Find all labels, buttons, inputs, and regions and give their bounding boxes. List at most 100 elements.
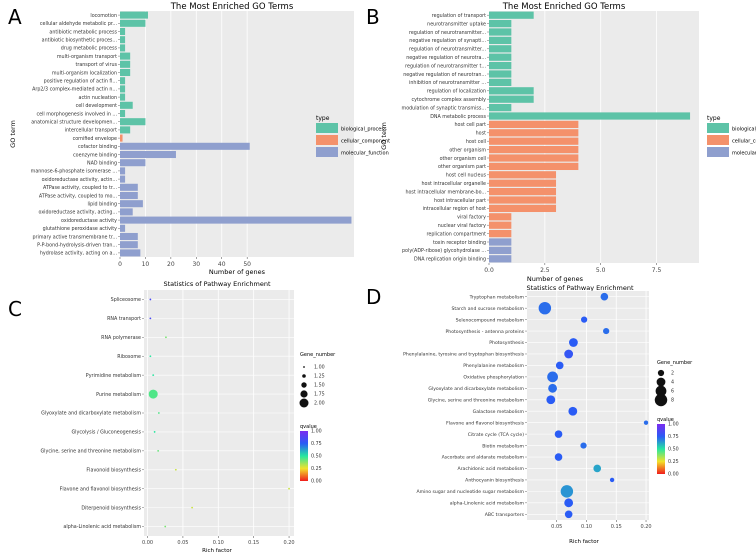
y-tick-label: DNA replication origin binding (414, 257, 486, 263)
bar-molecular_function (120, 167, 126, 175)
bar-biological_process (120, 68, 131, 77)
y-tick-label: transport of virus (75, 62, 117, 68)
y-tick-label: other organism part (438, 164, 486, 170)
qvalue-tick-label: 0.00 (668, 472, 679, 478)
bar-cellular_component (489, 196, 557, 204)
y-tick-label: hydrolase activity, acting on a... (40, 251, 117, 257)
data-point (546, 395, 556, 405)
data-point (157, 412, 160, 414)
bar-biological_process (489, 78, 512, 87)
bar-biological_process (120, 118, 146, 126)
y-tick-label: Ascorbate and aldarate metabolism (442, 455, 525, 461)
size-legend-label: 4 (671, 380, 674, 386)
y-tick-label: multi-organism localization (52, 70, 117, 76)
bar-biological_process (120, 60, 131, 68)
bar-biological_process (120, 101, 133, 109)
y-tick-label: Glyoxylate and dicarboxylate metabolism (428, 386, 524, 392)
panel-a-legend-mf: molecular_function (341, 151, 389, 157)
bar-biological_process (489, 45, 512, 53)
y-tick-label: Oxidative phosphorylation (463, 375, 524, 381)
panel-b-legend-mf: molecular_function (732, 151, 756, 157)
y-tick-label: cornified envelope (73, 136, 117, 142)
y-tick-label: Photosynthesis - antenna proteins (446, 329, 525, 335)
bar-molecular_function (120, 241, 138, 249)
size-legend-label: 1.75 (314, 392, 325, 398)
data-point (165, 336, 167, 339)
y-tick-label: toxin receptor binding (433, 240, 486, 246)
panel-a-legend-bp: biological_process (341, 127, 387, 133)
bar-molecular_function (120, 150, 176, 159)
x-tick-label: 5.0 (596, 267, 606, 274)
y-tick-label: poly(ADP-ribose) glycohydrolase ... (402, 248, 486, 254)
bar-molecular_function (120, 159, 146, 167)
panel-c-qvalue-colorbar (300, 431, 308, 481)
bar-biological_process (120, 11, 148, 19)
x-tick-label: 0.20 (640, 524, 651, 530)
bar-molecular_function (120, 208, 133, 216)
qvalue-tick-label: 0.50 (668, 447, 679, 453)
y-tick-label: regulation of neurotransmitter... (409, 47, 486, 53)
x-tick-label: 0.00 (142, 540, 153, 546)
data-point (149, 317, 152, 320)
y-tick-label: inhibition of neurotransmitter ... (409, 80, 486, 86)
bar-cellular_component (489, 129, 579, 137)
data-point (548, 383, 557, 393)
size-legend-dot (299, 398, 309, 408)
y-tick-label: Selenocompound metabolism (456, 317, 525, 323)
panel-a-xlabel: Number of genes (209, 268, 266, 276)
size-legend-dot (655, 385, 667, 397)
y-tick-label: Glycine, serine and threonine metabolism (40, 449, 141, 455)
bar-biological_process (489, 87, 534, 95)
y-tick-label: positive regulation of actin fi... (44, 79, 117, 85)
panel-d-qvalue-colorbar (657, 424, 665, 474)
bar-biological_process (120, 93, 126, 101)
bar-biological_process (120, 126, 131, 134)
qvalue-tick-label: 0.25 (668, 459, 679, 465)
y-tick-label: alpha-Linolenic acid metabolism (63, 524, 141, 530)
x-tick-label: 0.15 (248, 540, 259, 546)
panel-c-title: Statistics of Pathway Enrichment (164, 280, 271, 288)
y-tick-label: cell morphogenesis involved in ... (36, 111, 117, 117)
y-tick-label: cellular aldehyde metabolic pr... (40, 21, 117, 27)
bar-molecular_function (489, 238, 512, 246)
size-legend-dot (301, 382, 307, 388)
x-tick-label: 0.0 (484, 267, 494, 274)
bar-biological_process (489, 28, 512, 36)
panel-d-pathway-scatter: Statistics of Pathway Enrichment Tryptop… (403, 284, 651, 545)
y-tick-label: Starch and sucrose metabolism (452, 306, 525, 312)
bar-molecular_function (120, 175, 126, 183)
y-tick-label: Ribosome (117, 354, 141, 360)
x-tick-label: 0 (118, 261, 122, 268)
data-point (547, 371, 558, 383)
y-tick-label: Phenylalanine, tyrosine and tryptophan b… (403, 352, 524, 358)
panel-b-go-bar-chart: The Most Enriched GO Terms regulation of… (380, 2, 699, 283)
size-legend-dot (657, 369, 665, 377)
bar-cellular_component (489, 204, 557, 213)
y-tick-label: antibiotic metabolic process (49, 29, 117, 35)
x-tick-label: 0.20 (283, 540, 294, 546)
bar-biological_process (120, 77, 126, 85)
data-point (288, 487, 290, 490)
data-point (149, 355, 152, 358)
qvalue-tick-label: 0.50 (311, 454, 322, 460)
panel-b-title: The Most Enriched GO Terms (502, 2, 626, 12)
y-tick-label: cofactor binding (78, 144, 117, 150)
y-tick-label: Flavonoid biosynthesis (86, 467, 141, 473)
data-point (157, 449, 160, 452)
y-tick-label: other organism (449, 147, 486, 153)
panel-b-legend-title: type (707, 115, 721, 122)
y-tick-label: oxidoreductase activity (61, 218, 117, 224)
y-tick-label: NAD binding (87, 161, 117, 167)
data-point (153, 431, 156, 433)
y-tick-label: Glyoxylate and dicarboxylate metabolism (41, 411, 141, 417)
y-tick-label: Arp2/3 complex-mediated actin n... (32, 87, 117, 93)
x-tick-label: 0.10 (213, 540, 224, 546)
data-point (152, 374, 155, 377)
y-tick-label: host cell nucleus (446, 173, 487, 179)
y-tick-label: Purine metabolism (96, 392, 141, 398)
panel-b-ylabel: GO term (380, 122, 388, 150)
panel-a-legend: type biological_process cellular_compone… (316, 115, 390, 157)
size-legend-label: 2.00 (314, 401, 325, 407)
size-legend-dot (300, 390, 308, 398)
y-tick-label: host intracellular organelle (421, 181, 486, 187)
